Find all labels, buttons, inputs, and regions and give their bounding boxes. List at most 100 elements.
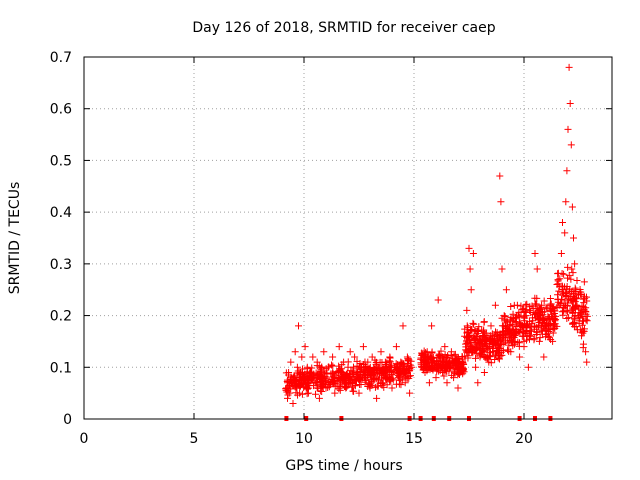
data-point	[355, 389, 363, 397]
data-point	[425, 363, 433, 371]
data-point	[283, 376, 291, 384]
data-point	[288, 379, 296, 387]
data-point	[540, 308, 548, 316]
data-point	[401, 379, 409, 387]
data-point	[343, 380, 351, 388]
data-point	[579, 314, 587, 322]
data-point	[545, 321, 553, 329]
data-point	[499, 347, 507, 355]
data-point	[318, 374, 326, 382]
data-point	[337, 374, 345, 382]
data-point	[542, 322, 550, 330]
data-point	[564, 308, 572, 316]
data-point	[498, 265, 506, 273]
data-point	[564, 125, 572, 133]
data-point	[564, 299, 572, 307]
data-point	[545, 314, 553, 322]
data-point	[575, 317, 583, 325]
data-point	[439, 368, 447, 376]
data-point	[317, 381, 325, 389]
x-tick-label: 15	[405, 431, 423, 447]
data-point	[443, 367, 451, 375]
data-point	[399, 322, 407, 330]
data-point	[295, 322, 302, 330]
data-point	[510, 334, 518, 342]
data-point	[456, 363, 464, 371]
data-point	[496, 172, 504, 180]
data-point	[505, 341, 513, 349]
data-point	[577, 291, 585, 299]
data-point	[392, 343, 400, 351]
data-point	[517, 302, 525, 310]
data-point	[557, 250, 565, 258]
data-point	[468, 343, 476, 351]
data-point	[530, 334, 538, 342]
data-point	[559, 218, 566, 226]
data-point	[476, 353, 484, 361]
data-point	[436, 353, 444, 361]
data-point	[551, 324, 559, 332]
data-point	[492, 351, 500, 359]
data-point	[546, 306, 554, 314]
data-point	[380, 372, 388, 380]
data-point	[368, 353, 376, 361]
data-point	[307, 368, 315, 376]
data-point	[578, 328, 586, 336]
data-point	[418, 349, 426, 357]
data-point	[380, 383, 388, 391]
data-point	[489, 340, 497, 348]
data-point	[351, 353, 359, 361]
data-point	[536, 315, 544, 323]
data-point	[435, 367, 443, 375]
y-axis-label: SRMTID / TECUs	[7, 182, 23, 295]
data-point	[480, 348, 488, 356]
data-point	[384, 374, 392, 382]
data-points	[282, 63, 591, 407]
data-point	[571, 260, 579, 268]
data-point	[583, 358, 591, 366]
data-point	[541, 317, 549, 325]
data-point	[350, 387, 358, 395]
data-point	[324, 363, 332, 371]
data-point	[509, 328, 517, 336]
data-point	[293, 363, 301, 371]
data-point	[560, 270, 568, 278]
data-point	[329, 362, 337, 370]
data-point	[483, 343, 491, 351]
data-point	[346, 348, 354, 356]
data-point	[573, 277, 581, 285]
data-point	[485, 358, 493, 366]
data-point	[501, 323, 509, 331]
data-point	[502, 286, 510, 294]
data-point	[379, 379, 387, 387]
data-point	[465, 349, 473, 357]
data-point	[451, 350, 459, 358]
data-point	[523, 300, 531, 308]
data-point	[519, 305, 527, 313]
data-point	[425, 379, 433, 387]
data-point	[406, 372, 414, 380]
data-point	[494, 332, 502, 340]
data-point	[463, 306, 471, 314]
data-point	[564, 263, 572, 271]
data-point	[470, 333, 478, 341]
data-point	[368, 378, 376, 386]
data-point	[497, 198, 505, 206]
data-point	[322, 384, 330, 392]
data-point	[315, 370, 323, 378]
data-point	[454, 384, 462, 392]
data-point	[296, 370, 304, 378]
data-point	[342, 377, 350, 385]
data-point	[330, 373, 338, 381]
data-point	[444, 353, 452, 361]
data-point	[333, 368, 341, 376]
data-point	[301, 343, 309, 351]
data-point	[578, 302, 586, 310]
data-point	[303, 390, 311, 398]
data-point	[463, 339, 471, 347]
data-point	[554, 277, 562, 285]
data-point	[352, 370, 360, 378]
data-point	[555, 287, 563, 295]
data-point	[507, 334, 515, 342]
